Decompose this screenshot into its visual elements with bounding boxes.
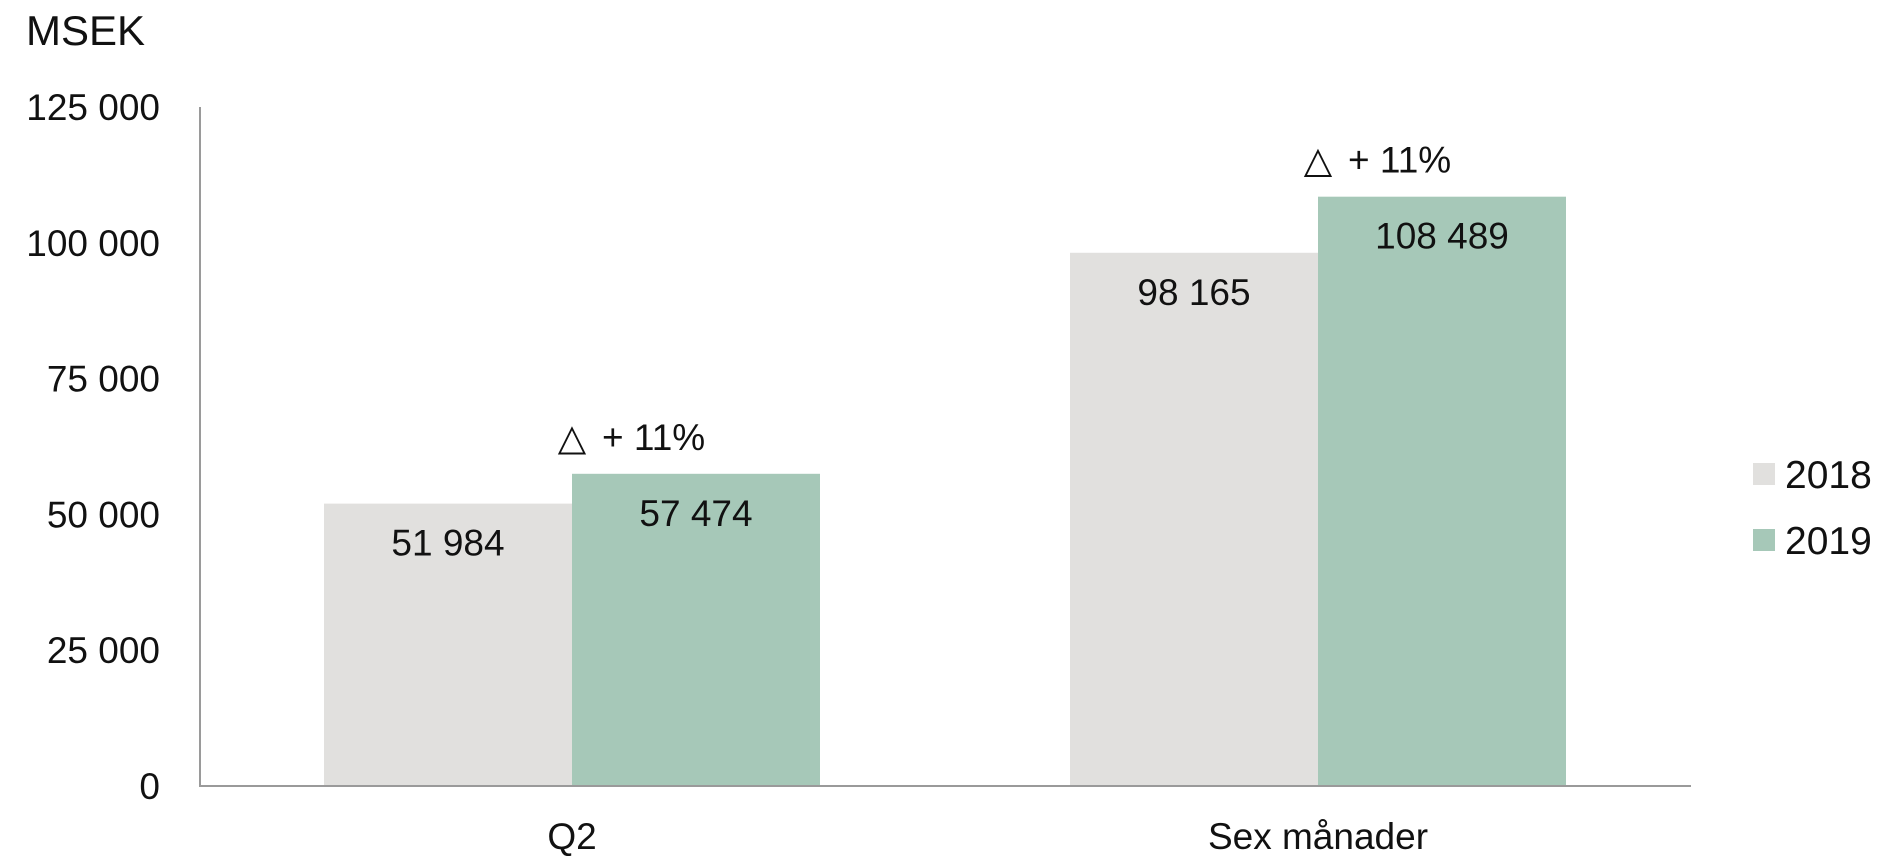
bar-2018-2: [1070, 252, 1318, 787]
y-tick-label: 25 000: [47, 630, 160, 671]
legend-label: 2018: [1785, 454, 1872, 497]
unit-label: MSEK: [26, 7, 145, 54]
x-category-label: Sex månader: [1208, 816, 1428, 856]
bar-2019-2: [1318, 196, 1566, 787]
legend-swatch-2018: [1753, 463, 1775, 485]
y-tick-label: 100 000: [26, 223, 160, 264]
data-label: 108 489: [1375, 216, 1509, 257]
change-label: + 11%: [602, 417, 705, 458]
x-category-label: Q2: [547, 816, 596, 856]
x-axis-categories: Q2 Sex månader: [547, 816, 1428, 856]
legend-label: 2019: [1785, 520, 1872, 563]
y-axis-ticks: 0 25 000 50 000 75 000 100 000 125 000: [26, 87, 160, 807]
legend: 2018 2019: [1753, 454, 1872, 563]
legend-swatch-2019: [1753, 529, 1775, 551]
delta-icon: △: [1304, 140, 1333, 181]
y-tick-label: 75 000: [47, 359, 160, 400]
y-tick-label: 50 000: [47, 494, 160, 535]
bar-2018-1: [324, 503, 572, 786]
bars: 51 984 57 474 △ + 11% 98 165 108 489 △ + 11%: [324, 140, 1566, 787]
y-tick-label: 125 000: [26, 87, 160, 128]
data-label: 51 984: [391, 523, 504, 564]
data-label: 98 165: [1137, 272, 1250, 313]
delta-icon: △: [558, 417, 587, 458]
y-tick-label: 0: [139, 766, 160, 807]
data-label: 57 474: [639, 493, 752, 534]
bar-2019-1: [572, 473, 820, 786]
change-label: + 11%: [1348, 140, 1451, 181]
